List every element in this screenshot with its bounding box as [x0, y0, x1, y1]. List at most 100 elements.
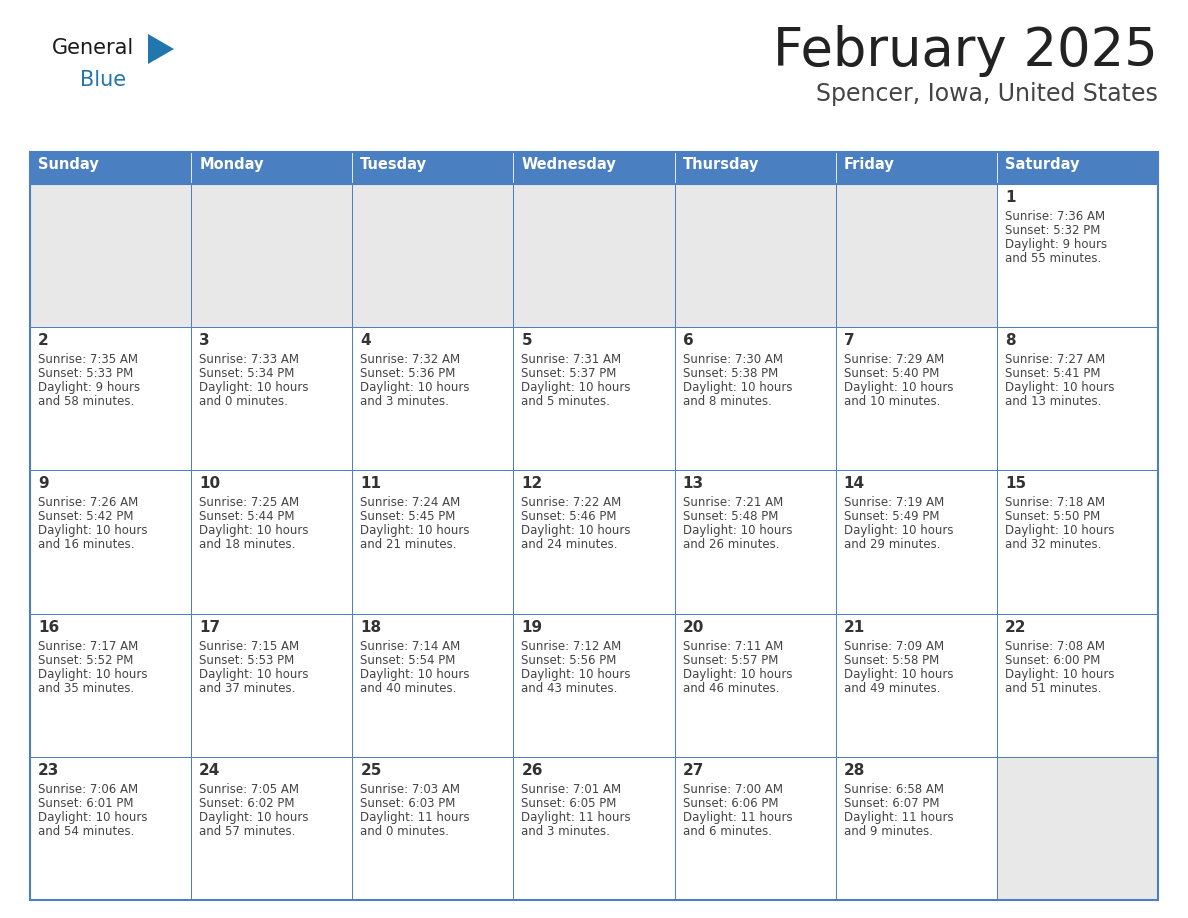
Text: Sunrise: 7:09 AM: Sunrise: 7:09 AM [843, 640, 943, 653]
Bar [30, 470, 191, 613]
Text: Sunrise: 7:18 AM: Sunrise: 7:18 AM [1005, 497, 1105, 509]
Text: Sunset: 5:34 PM: Sunset: 5:34 PM [200, 367, 295, 380]
Bar [353, 756, 513, 900]
Text: Sunset: 6:05 PM: Sunset: 6:05 PM [522, 797, 617, 810]
Text: Daylight: 10 hours: Daylight: 10 hours [200, 524, 309, 537]
Text: Daylight: 10 hours: Daylight: 10 hours [360, 381, 469, 394]
Text: Monday: Monday [200, 157, 264, 172]
Text: 2: 2 [38, 333, 49, 348]
Text: 20: 20 [683, 620, 704, 634]
Bar [835, 184, 997, 327]
Text: Sunset: 5:46 PM: Sunset: 5:46 PM [522, 510, 617, 523]
Text: 9: 9 [38, 476, 49, 491]
Text: and 10 minutes.: and 10 minutes. [843, 396, 940, 409]
Text: and 55 minutes.: and 55 minutes. [1005, 252, 1101, 265]
Text: Sunrise: 7:03 AM: Sunrise: 7:03 AM [360, 783, 460, 796]
Text: Sunrise: 7:35 AM: Sunrise: 7:35 AM [38, 353, 138, 366]
Text: Sunrise: 7:14 AM: Sunrise: 7:14 AM [360, 640, 461, 653]
Bar [835, 327, 997, 470]
Text: Sunset: 5:52 PM: Sunset: 5:52 PM [38, 654, 133, 666]
Bar [191, 613, 353, 756]
Text: Sunset: 5:33 PM: Sunset: 5:33 PM [38, 367, 133, 380]
Text: Sunset: 5:49 PM: Sunset: 5:49 PM [843, 510, 940, 523]
Bar [353, 152, 513, 184]
Text: Sunrise: 6:58 AM: Sunrise: 6:58 AM [843, 783, 943, 796]
Text: Sunset: 5:44 PM: Sunset: 5:44 PM [200, 510, 295, 523]
Text: 1: 1 [1005, 190, 1016, 205]
Bar [30, 613, 191, 756]
Text: Sunrise: 7:05 AM: Sunrise: 7:05 AM [200, 783, 299, 796]
Bar [353, 613, 513, 756]
Text: 16: 16 [38, 620, 59, 634]
Polygon shape [148, 34, 173, 64]
Text: and 43 minutes.: and 43 minutes. [522, 681, 618, 695]
Bar [30, 184, 191, 327]
Text: Sunrise: 7:15 AM: Sunrise: 7:15 AM [200, 640, 299, 653]
Bar [353, 184, 513, 327]
Bar [675, 327, 835, 470]
Text: Daylight: 9 hours: Daylight: 9 hours [38, 381, 140, 394]
Bar [835, 756, 997, 900]
Text: Sunrise: 7:25 AM: Sunrise: 7:25 AM [200, 497, 299, 509]
Text: 12: 12 [522, 476, 543, 491]
Text: Sunset: 6:01 PM: Sunset: 6:01 PM [38, 797, 133, 810]
Text: Blue: Blue [80, 70, 126, 90]
Text: and 6 minutes.: and 6 minutes. [683, 824, 771, 838]
Text: Daylight: 11 hours: Daylight: 11 hours [683, 811, 792, 823]
Bar [835, 470, 997, 613]
Text: and 26 minutes.: and 26 minutes. [683, 538, 779, 552]
Text: and 5 minutes.: and 5 minutes. [522, 396, 611, 409]
Text: 27: 27 [683, 763, 704, 778]
Text: Daylight: 10 hours: Daylight: 10 hours [1005, 524, 1114, 537]
Text: 14: 14 [843, 476, 865, 491]
Text: and 51 minutes.: and 51 minutes. [1005, 681, 1101, 695]
Text: and 40 minutes.: and 40 minutes. [360, 681, 456, 695]
Bar [997, 470, 1158, 613]
Text: Sunset: 5:54 PM: Sunset: 5:54 PM [360, 654, 456, 666]
Text: Daylight: 11 hours: Daylight: 11 hours [522, 811, 631, 823]
Text: Daylight: 11 hours: Daylight: 11 hours [360, 811, 470, 823]
Bar [513, 184, 675, 327]
Text: and 57 minutes.: and 57 minutes. [200, 824, 296, 838]
Bar [835, 613, 997, 756]
Text: Sunset: 6:02 PM: Sunset: 6:02 PM [200, 797, 295, 810]
Text: Friday: Friday [843, 157, 895, 172]
Text: 5: 5 [522, 333, 532, 348]
Text: Daylight: 10 hours: Daylight: 10 hours [522, 524, 631, 537]
Text: Daylight: 10 hours: Daylight: 10 hours [38, 811, 147, 823]
Text: General: General [52, 38, 134, 58]
Text: and 35 minutes.: and 35 minutes. [38, 681, 134, 695]
Text: Daylight: 10 hours: Daylight: 10 hours [843, 381, 953, 394]
Text: 10: 10 [200, 476, 220, 491]
Bar [997, 184, 1158, 327]
Text: 8: 8 [1005, 333, 1016, 348]
Text: Sunrise: 7:11 AM: Sunrise: 7:11 AM [683, 640, 783, 653]
Bar [997, 327, 1158, 470]
Text: Sunrise: 7:21 AM: Sunrise: 7:21 AM [683, 497, 783, 509]
Text: and 24 minutes.: and 24 minutes. [522, 538, 618, 552]
Text: Daylight: 10 hours: Daylight: 10 hours [1005, 667, 1114, 680]
Text: Daylight: 11 hours: Daylight: 11 hours [843, 811, 953, 823]
Bar [191, 756, 353, 900]
Text: and 13 minutes.: and 13 minutes. [1005, 396, 1101, 409]
Text: Sunset: 5:32 PM: Sunset: 5:32 PM [1005, 224, 1100, 237]
Text: Sunset: 6:07 PM: Sunset: 6:07 PM [843, 797, 940, 810]
Text: 25: 25 [360, 763, 381, 778]
Text: Sunrise: 7:27 AM: Sunrise: 7:27 AM [1005, 353, 1105, 366]
Text: 13: 13 [683, 476, 703, 491]
Text: 26: 26 [522, 763, 543, 778]
Text: 24: 24 [200, 763, 221, 778]
Text: Saturday: Saturday [1005, 157, 1080, 172]
Text: Sunrise: 7:17 AM: Sunrise: 7:17 AM [38, 640, 138, 653]
Text: Sunset: 5:45 PM: Sunset: 5:45 PM [360, 510, 456, 523]
Text: and 54 minutes.: and 54 minutes. [38, 824, 134, 838]
Text: Sunrise: 7:06 AM: Sunrise: 7:06 AM [38, 783, 138, 796]
Bar [30, 327, 191, 470]
Text: 18: 18 [360, 620, 381, 634]
Text: Sunrise: 7:12 AM: Sunrise: 7:12 AM [522, 640, 621, 653]
Text: and 21 minutes.: and 21 minutes. [360, 538, 456, 552]
Text: and 29 minutes.: and 29 minutes. [843, 538, 940, 552]
Text: Sunset: 6:06 PM: Sunset: 6:06 PM [683, 797, 778, 810]
Bar [675, 184, 835, 327]
Bar [997, 152, 1158, 184]
